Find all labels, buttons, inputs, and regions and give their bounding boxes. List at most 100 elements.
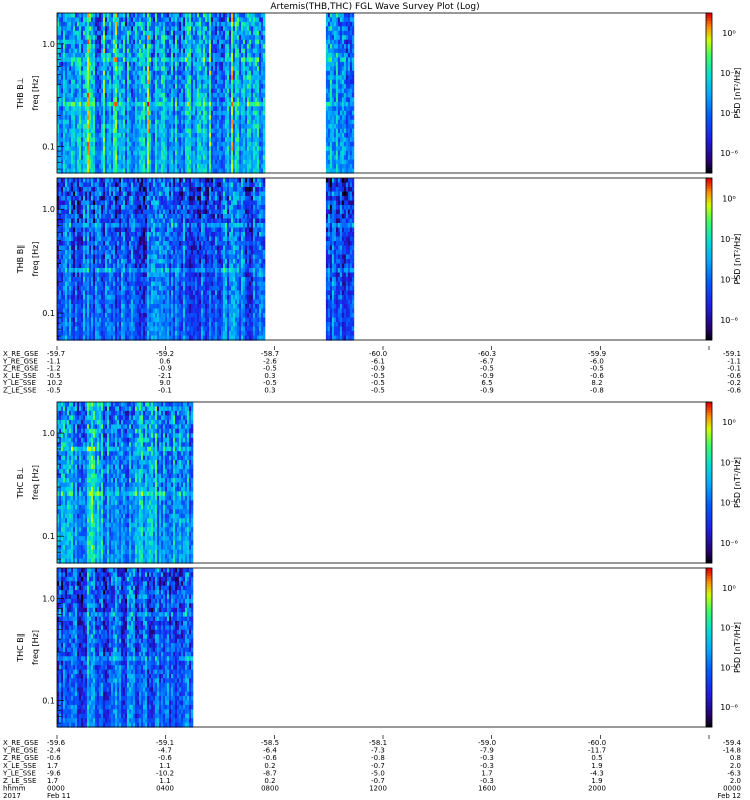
y-axis-label: freq [Hz] <box>31 76 40 111</box>
ephemeris-value: -0.3 <box>480 777 494 785</box>
ephemeris-value: -59.2 <box>156 350 174 358</box>
ephemeris-value: 1.7 <box>47 762 58 770</box>
ephemeris-value: -58.7 <box>261 350 279 358</box>
spectrogram-image <box>57 178 355 341</box>
colorbar-frame <box>705 401 713 564</box>
ephemeris-value: -58.1 <box>369 739 387 747</box>
colorbar-tick-label: 10⁻⁶ <box>720 703 738 712</box>
ephemeris-value: -59.0 <box>478 739 496 747</box>
ephemeris-value: 0800 <box>261 785 279 793</box>
ephemeris-row-label: X_RE_GSE <box>3 350 38 358</box>
ephemeris-value: 1.7 <box>481 769 492 777</box>
colorbar-tick-label: 10⁰ <box>722 29 735 38</box>
colorbar: 10⁰ 10⁻² 10⁻⁴ 10⁻⁶ PSD [nT²/Hz] <box>705 567 742 728</box>
spectrogram-image <box>57 402 194 564</box>
ephemeris-value: -6.1 <box>371 357 385 365</box>
colorbar-tick-label: 10⁰ <box>722 418 735 427</box>
ephemeris-value: -1.1 <box>47 357 61 365</box>
ephemeris-value: -6.7 <box>480 357 494 365</box>
colorbar-tick-label: 10⁻⁴ <box>720 499 738 508</box>
ephemeris-value: -14.8 <box>723 747 741 755</box>
ephemeris-value: 0.2 <box>264 762 275 770</box>
ephemeris-value: -0.6 <box>590 372 604 380</box>
colorbar-tick-label: 10⁻⁶ <box>720 149 738 158</box>
ephemeris-value: 1.7 <box>47 777 58 785</box>
y-axis-probe-label: THB B∥ <box>16 245 25 274</box>
ephemeris-value: 0.2 <box>264 777 275 785</box>
ephemeris-value: -4.3 <box>590 769 604 777</box>
ephemeris-value: 0400 <box>156 785 174 793</box>
y-tick-label: 1.0 <box>42 429 55 438</box>
ephemeris-value: -0.9 <box>371 365 385 373</box>
ephemeris-value: -60.0 <box>369 350 387 358</box>
ephemeris-value: -0.8 <box>371 754 385 762</box>
colorbar-tick-label: 10⁻⁴ <box>720 663 738 672</box>
ephemeris-value: -0.6 <box>727 372 741 380</box>
spectrogram-image <box>57 568 194 728</box>
ephemeris-row-label: X_RE_GSE <box>3 739 38 747</box>
ephemeris-value: -5.0 <box>371 769 385 777</box>
colorbar-frame <box>705 177 713 341</box>
ephemeris-value: -1.2 <box>47 365 61 373</box>
ephemeris-value: -0.1 <box>727 365 741 373</box>
y-axis-probe-label: THC B⊥ <box>16 467 25 500</box>
ephemeris-value: -9.6 <box>47 769 61 777</box>
ephemeris-value: 0.3 <box>264 372 275 380</box>
ephemeris-value: -0.5 <box>371 379 385 387</box>
ephemeris-value: -0.1 <box>158 387 172 395</box>
ephemeris-value: 1.9 <box>591 762 602 770</box>
spectrogram-panel: 1.0 0.1 THB B⊥ freq [Hz] 10⁰ 10⁻² 10⁻⁴ 10⁻⁶ PSD … <box>16 12 742 174</box>
ephemeris-value: 0.5 <box>591 754 602 762</box>
ephemeris-value: -58.5 <box>261 739 279 747</box>
y-tick-label: 1.0 <box>42 595 55 604</box>
ephemeris-value: -0.9 <box>480 387 494 395</box>
y-axis-label: freq [Hz] <box>31 630 40 665</box>
ephemeris-value: -59.4 <box>723 739 742 747</box>
ephemeris-row-label: 2017 <box>3 792 21 800</box>
ephemeris-value: -0.5 <box>47 372 61 380</box>
ephemeris-value: -8.7 <box>263 769 277 777</box>
ephemeris-row-label: Z_LE_SSE <box>3 777 36 785</box>
ephemeris-value: -60.0 <box>588 739 606 747</box>
ephemeris-value: -0.3 <box>480 754 494 762</box>
ephemeris-value: -0.5 <box>263 365 277 373</box>
colorbar: 10⁰ 10⁻² 10⁻⁴ 10⁻⁶ PSD [nT²/Hz] <box>705 12 742 174</box>
ephemeris-value: -2.6 <box>263 357 277 365</box>
ephemeris-value: 8.2 <box>591 379 602 387</box>
ephemeris-row-label: Y_RE_GSE <box>2 357 38 365</box>
y-tick-label: 0.1 <box>42 532 55 541</box>
ephemeris-value: 1.1 <box>159 762 170 770</box>
ephemeris-row-label: Z_LE_SSE <box>3 387 36 395</box>
ephemeris-value: 2.0 <box>730 777 741 785</box>
colorbar-tick-label: 10⁻⁴ <box>720 275 738 284</box>
ephemeris-row-label: Z_RE_GSE <box>3 365 38 373</box>
ephemeris-value: -0.7 <box>371 777 385 785</box>
ephemeris-row-label: hhmm <box>3 785 26 793</box>
ephemeris-thc: X_RE_GSEY_RE_GSEZ_RE_GSEX_LE_SSEY_LE_SSE… <box>2 735 742 800</box>
ephemeris-value: -0.6 <box>263 754 277 762</box>
ephemeris-thb: X_RE_GSEY_RE_GSEZ_RE_GSEX_LE_SSEY_LE_SSE… <box>2 346 742 395</box>
y-tick-label: 0.1 <box>42 309 55 318</box>
plot-title: Artemis(THB,THC) FGL Wave Survey Plot (L… <box>270 2 479 12</box>
ephemeris-value: 0.3 <box>264 387 275 395</box>
ephemeris-row-label: Y_LE_SSE <box>2 379 36 387</box>
colorbar: 10⁰ 10⁻² 10⁻⁴ 10⁻⁶ PSD [nT²/Hz] <box>705 177 742 341</box>
ephemeris-value: 1200 <box>369 785 387 793</box>
ephemeris-value: -4.7 <box>158 747 172 755</box>
ephemeris-value: 0000 <box>723 785 741 793</box>
ephemeris-value: -0.5 <box>263 379 277 387</box>
colorbar-label: PSD [nT²/Hz] <box>733 457 742 508</box>
spectrogram-panels: 1.0 0.1 THB B⊥ freq [Hz] 10⁰ 10⁻² 10⁻⁴ 10⁻⁶ PSD … <box>16 12 742 728</box>
ephemeris-value: -6.4 <box>263 747 277 755</box>
colorbar-tick-label: 10⁻⁶ <box>720 316 738 325</box>
colorbar-tick-label: 10⁻⁴ <box>720 109 738 118</box>
ephemeris-value: -59.1 <box>156 739 174 747</box>
ephemeris-value: -0.6 <box>727 387 741 395</box>
ephemeris-value: -0.6 <box>47 754 61 762</box>
ephemeris-value: -0.2 <box>727 379 741 387</box>
ephemeris-value: 1600 <box>478 785 496 793</box>
y-tick-label: 1.0 <box>42 40 55 49</box>
ephemeris-value: -59.9 <box>588 350 606 358</box>
ephemeris-value: 6.5 <box>481 379 492 387</box>
